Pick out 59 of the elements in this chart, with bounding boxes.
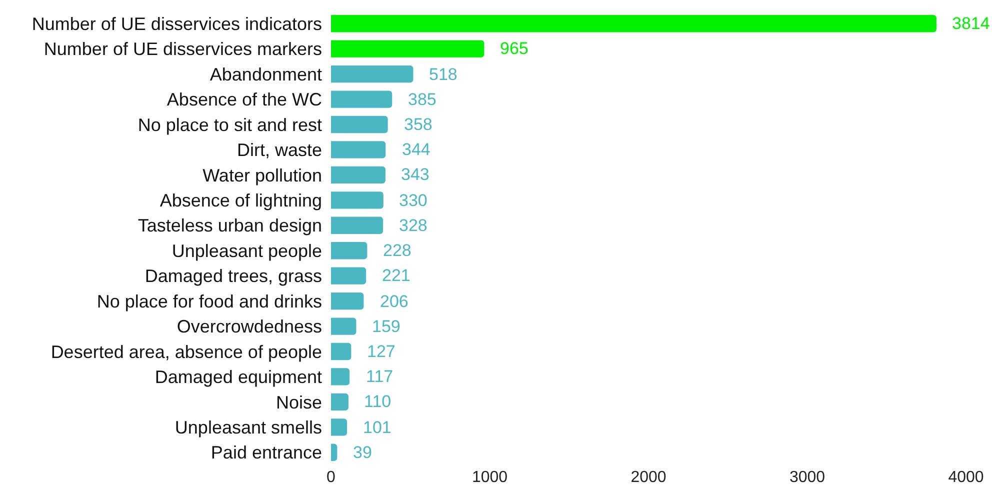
bar (331, 15, 936, 32)
y-tick-label: Number of UE disservices markers (44, 39, 322, 60)
data-label: 159 (372, 317, 400, 336)
y-tick-label: Number of UE disservices indicators (32, 14, 322, 34)
bar (331, 444, 338, 461)
data-label: 206 (380, 292, 408, 311)
data-label: 385 (408, 90, 436, 109)
data-label: 344 (402, 140, 430, 159)
bar (331, 40, 484, 58)
y-tick-label: No place to sit and rest (138, 114, 322, 135)
data-label: 3814 (952, 14, 990, 33)
bar (331, 141, 386, 158)
data-label: 328 (399, 216, 428, 235)
x-tick-label: 1000 (472, 469, 508, 486)
x-tick-label: 0 (326, 469, 336, 486)
bar (331, 90, 392, 108)
data-label: 127 (367, 342, 396, 361)
data-label: 117 (366, 367, 394, 386)
data-label: 358 (404, 115, 432, 134)
bar (331, 166, 386, 184)
data-label: 39 (353, 443, 372, 462)
bar (331, 242, 368, 260)
y-tick-label: Overcrowdedness (176, 316, 322, 337)
bar (331, 65, 414, 83)
bar (331, 318, 356, 335)
y-tick-label: Abandonment (210, 64, 322, 84)
data-label: 965 (500, 39, 528, 58)
y-tick-label: Unpleasant smells (174, 417, 322, 438)
bar (331, 116, 388, 134)
y-tick-label: Water pollution (202, 165, 322, 186)
bar (331, 192, 384, 209)
bar (331, 368, 350, 386)
x-tick-label: 3000 (789, 469, 826, 486)
y-tick-label: Noise (276, 392, 322, 412)
data-label: 228 (383, 241, 412, 260)
bar (331, 267, 366, 284)
y-tick-label: Absence of the WC (166, 90, 322, 110)
data-label: 518 (429, 65, 458, 84)
bar (331, 418, 348, 436)
y-tick-label: Paid entrance (210, 442, 322, 463)
y-tick-label: Absence of lightning (160, 190, 322, 210)
y-tick-label: Dirt, waste (236, 140, 322, 160)
y-tick-label: Damaged equipment (154, 367, 322, 388)
bar (331, 342, 352, 360)
data-label: 221 (382, 266, 410, 285)
y-tick-label: Tasteless urban design (138, 216, 322, 236)
data-label: 101 (363, 418, 392, 437)
data-label: 110 (364, 392, 392, 411)
data-label: 343 (401, 165, 430, 184)
data-label: 330 (399, 191, 428, 210)
y-tick-label: Damaged trees, grass (144, 266, 322, 286)
bar (331, 393, 348, 411)
bar (331, 216, 384, 234)
y-tick-label: Unpleasant people (172, 240, 322, 261)
x-tick-label: 4000 (948, 469, 984, 486)
x-tick-label: 2000 (630, 469, 666, 486)
y-tick-label: Deserted area, absence of people (50, 342, 322, 362)
bar (331, 292, 364, 310)
y-tick-label: No place for food and drinks (96, 291, 322, 312)
